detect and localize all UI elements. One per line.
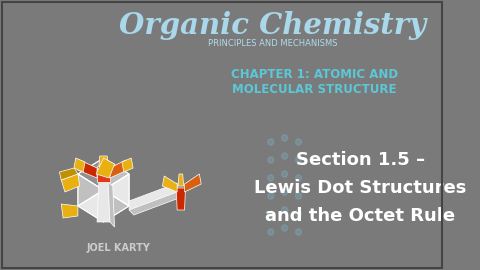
Polygon shape: [122, 158, 133, 172]
Circle shape: [296, 211, 301, 217]
Polygon shape: [78, 174, 104, 206]
Polygon shape: [97, 166, 110, 182]
Circle shape: [296, 175, 301, 181]
Polygon shape: [176, 188, 185, 210]
Polygon shape: [184, 174, 201, 192]
Polygon shape: [61, 174, 80, 192]
Polygon shape: [78, 158, 104, 190]
Text: CHAPTER 1: ATOMIC AND
MOLECULAR STRUCTURE: CHAPTER 1: ATOMIC AND MOLECULAR STRUCTUR…: [230, 68, 398, 96]
Circle shape: [268, 193, 274, 199]
Polygon shape: [78, 190, 104, 222]
Circle shape: [282, 225, 288, 231]
Polygon shape: [104, 158, 129, 190]
Circle shape: [282, 153, 288, 159]
Text: Lewis Dot Structures: Lewis Dot Structures: [254, 179, 467, 197]
Circle shape: [268, 157, 274, 163]
Polygon shape: [60, 168, 78, 180]
Text: Organic Chemistry: Organic Chemistry: [119, 11, 426, 39]
Polygon shape: [129, 183, 177, 210]
Text: JOEL KARTY: JOEL KARTY: [86, 243, 150, 253]
Polygon shape: [78, 160, 97, 178]
Polygon shape: [129, 192, 182, 215]
Circle shape: [296, 139, 301, 145]
Polygon shape: [104, 190, 129, 222]
Polygon shape: [162, 176, 177, 192]
Text: PRINCIPLES AND MECHANISMS: PRINCIPLES AND MECHANISMS: [208, 39, 337, 48]
Polygon shape: [99, 156, 108, 166]
Polygon shape: [96, 158, 115, 178]
Circle shape: [296, 157, 301, 163]
Circle shape: [282, 189, 288, 195]
Polygon shape: [97, 182, 110, 222]
Polygon shape: [110, 160, 128, 178]
Circle shape: [282, 207, 288, 213]
Circle shape: [296, 193, 301, 199]
Text: and the Octet Rule: and the Octet Rule: [265, 207, 456, 225]
Polygon shape: [108, 182, 115, 227]
Circle shape: [268, 211, 274, 217]
Polygon shape: [74, 158, 85, 172]
Polygon shape: [104, 174, 129, 206]
Circle shape: [282, 171, 288, 177]
Circle shape: [268, 175, 274, 181]
Circle shape: [282, 135, 288, 141]
Circle shape: [296, 229, 301, 235]
Text: Section 1.5 –: Section 1.5 –: [296, 151, 425, 169]
Polygon shape: [61, 204, 78, 218]
Polygon shape: [178, 174, 184, 186]
Circle shape: [268, 139, 274, 145]
Circle shape: [268, 229, 274, 235]
